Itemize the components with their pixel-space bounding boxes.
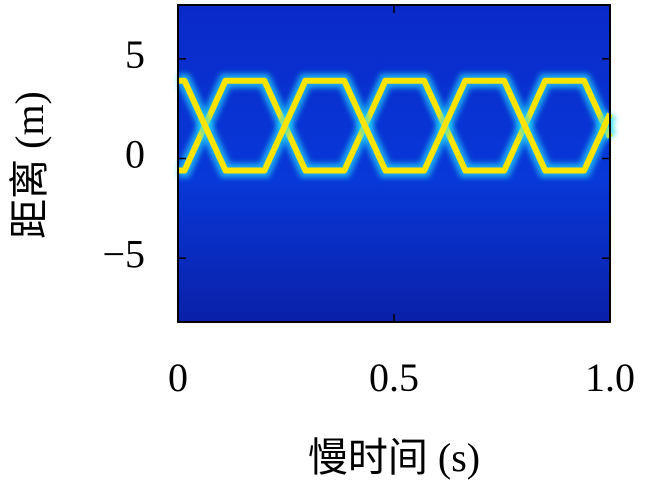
y-tick-label: −5	[102, 231, 145, 276]
y-tick-label: 5	[125, 32, 145, 77]
y-axis-label: 距离 (m)	[7, 91, 52, 239]
track	[178, 77, 613, 174]
track	[178, 77, 613, 174]
x-tick-label: 1.0	[585, 355, 635, 400]
x-axis-label: 慢时间 (s)	[308, 435, 480, 480]
y-tick-label: 0	[125, 132, 145, 177]
marks	[178, 73, 617, 178]
x-tick-label: 0.5	[369, 355, 419, 400]
x-tick-label: 0	[168, 355, 188, 400]
